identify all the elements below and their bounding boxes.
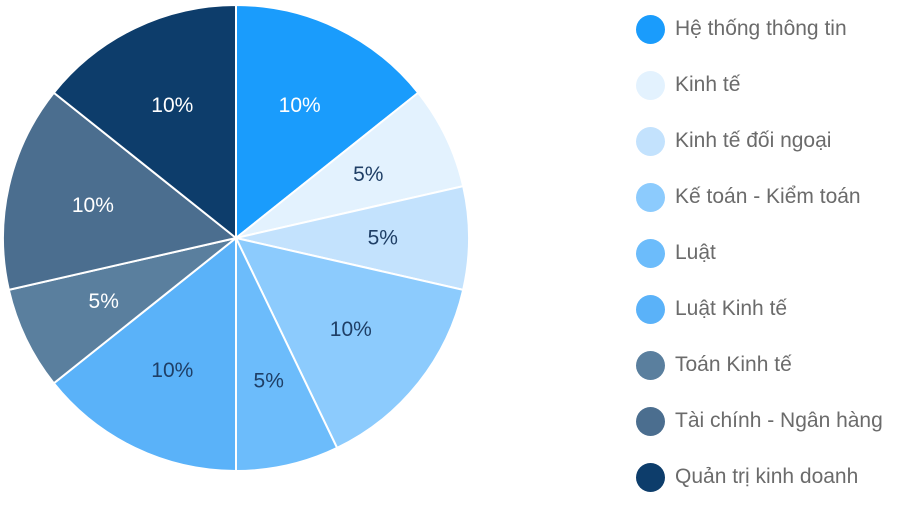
legend-label: Kinh tế đối ngoại — [675, 129, 832, 152]
legend-item: Luật — [636, 225, 883, 281]
legend-swatch — [636, 182, 665, 212]
legend-item: Toán Kinh tế — [636, 337, 883, 393]
legend-swatch — [636, 294, 665, 324]
pie-slice — [235, 3, 420, 241]
legend-item: Luật Kinh tế — [636, 281, 883, 337]
legend-swatch — [636, 238, 665, 268]
legend-swatch — [636, 126, 665, 156]
pie-slice — [235, 184, 470, 292]
legend-swatch — [636, 406, 665, 436]
pie-slice — [7, 237, 237, 385]
legend-label: Kế toán - Kiểm toán — [675, 185, 861, 208]
slice-data-label: 10% — [151, 359, 193, 382]
slice-data-label: 10% — [72, 194, 114, 217]
legend-item: Kinh tế đối ngoại — [636, 113, 883, 169]
slice-data-label: 10% — [151, 94, 193, 117]
pie-slice — [235, 91, 465, 239]
slice-data-label: 10% — [279, 94, 321, 117]
slice-data-label: 5% — [254, 370, 284, 393]
legend-swatch — [636, 70, 665, 100]
legend-item: Tài chính - Ngân hàng — [636, 393, 883, 449]
slice-data-label: 10% — [330, 318, 372, 341]
legend-swatch — [636, 462, 665, 492]
legend-label: Toán Kinh tế — [675, 353, 792, 376]
legend-item: Kinh tế — [636, 57, 883, 113]
slice-data-label: 5% — [353, 163, 383, 186]
legend-label: Hệ thống thông tin — [675, 17, 847, 40]
pie-slice — [235, 237, 339, 473]
legend-label: Quản trị kinh doanh — [675, 465, 859, 488]
chart-legend: Hệ thống thông tin Kinh tế Kinh tế đối ngo… — [636, 1, 883, 505]
legend-swatch — [636, 350, 665, 380]
legend-item: Hệ thống thông tin — [636, 1, 883, 57]
legend-item: Kế toán - Kiểm toán — [636, 169, 883, 225]
pie-slice — [234, 236, 465, 450]
pie-slice — [52, 3, 237, 241]
legend-item: Quản trị kinh doanh — [636, 449, 883, 505]
slice-data-label: 5% — [368, 227, 398, 250]
slice-data-label: 5% — [89, 290, 119, 313]
legend-swatch — [636, 14, 665, 44]
pie-chart: 10% 5% 5% 10% 5% 10% 5% 10% 10% — [2, 3, 470, 473]
legend-label: Luật — [675, 241, 716, 264]
legend-label: Tài chính - Ngân hàng — [675, 409, 883, 432]
pie-slice — [2, 91, 239, 292]
pie-slice — [52, 235, 237, 473]
legend-label: Kinh tế — [675, 73, 741, 96]
legend-label: Luật Kinh tế — [675, 297, 788, 320]
